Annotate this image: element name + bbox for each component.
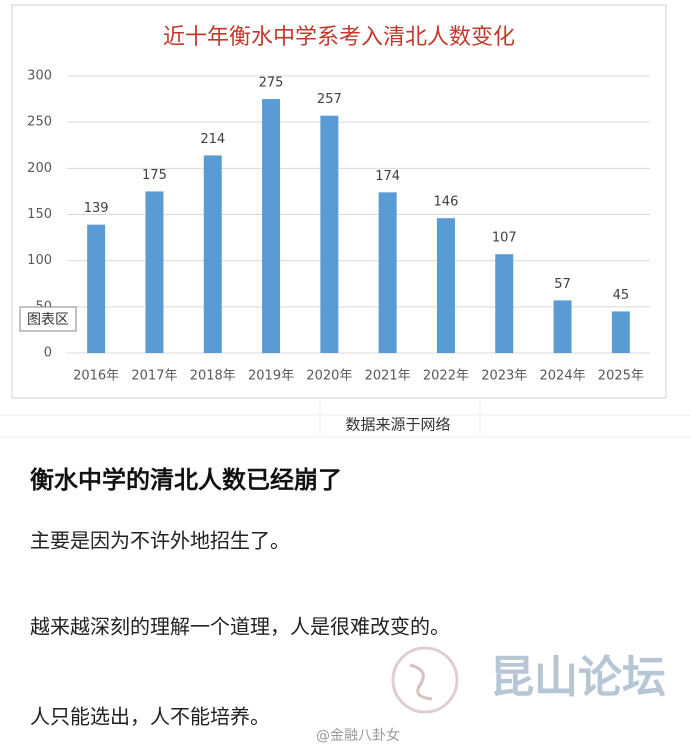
- post-paragraph: 人只能选出，人不能培养。: [30, 705, 270, 729]
- source-note: 数据来源于网络: [345, 416, 450, 434]
- sheet-grid: [0, 400, 690, 438]
- x-tick-label: 2022年: [423, 369, 469, 384]
- tooltip-box: [19, 306, 77, 332]
- bar: [87, 224, 106, 353]
- value-label: 257: [317, 92, 342, 107]
- author-watermark: @金融八卦女: [316, 727, 400, 744]
- x-tick-label: 2021年: [365, 369, 411, 384]
- forum-watermark: 昆山论坛: [490, 652, 666, 703]
- value-label: 107: [492, 231, 517, 246]
- value-label: 139: [84, 201, 109, 216]
- post-paragraph: 主要是因为不许外地招生了。: [30, 529, 290, 553]
- forum-logo: [391, 646, 459, 714]
- tooltip-text: 图表区: [27, 312, 69, 328]
- post-paragraph: 越来越深刻的理解一个道理，人是很难改变的。: [30, 615, 450, 639]
- value-label: 275: [259, 76, 284, 91]
- bar: [262, 99, 281, 353]
- y-tick-label: 300: [27, 69, 52, 84]
- y-tick-label: 200: [27, 161, 52, 176]
- post-heading: 衡水中学的清北人数已经崩了: [30, 466, 342, 494]
- bar: [203, 155, 222, 353]
- value-label: 57: [554, 277, 571, 292]
- x-tick-label: 2025年: [598, 369, 644, 384]
- value-label: 174: [375, 169, 400, 184]
- value-label: 45: [613, 288, 630, 303]
- bar: [436, 218, 455, 353]
- x-tick-label: 2023年: [481, 369, 527, 384]
- bar: [378, 192, 397, 353]
- value-label: 146: [434, 195, 459, 210]
- plot: 0501001502002503001392016年1752017年214201…: [27, 69, 650, 384]
- x-tick-label: 2016年: [73, 369, 119, 384]
- bar: [145, 191, 164, 353]
- x-tick-label: 2024年: [540, 369, 586, 384]
- chart-title: 近十年衡水中学系考入清北人数变化: [163, 25, 515, 50]
- value-label: 214: [200, 132, 225, 147]
- x-tick-label: 2017年: [131, 369, 177, 384]
- bar: [611, 311, 630, 353]
- bar: [553, 300, 572, 353]
- y-tick-label: 100: [27, 253, 52, 268]
- x-tick-label: 2019年: [248, 369, 294, 384]
- y-tick-label: 0: [44, 346, 52, 361]
- y-tick-label: 150: [27, 207, 52, 222]
- x-tick-label: 2020年: [306, 369, 352, 384]
- x-tick-label: 2018年: [190, 369, 236, 384]
- bar: [320, 115, 339, 353]
- bar: [495, 254, 514, 353]
- tooltip: 图表区: [19, 306, 77, 332]
- value-label: 175: [142, 168, 167, 183]
- y-tick-label: 250: [27, 115, 52, 130]
